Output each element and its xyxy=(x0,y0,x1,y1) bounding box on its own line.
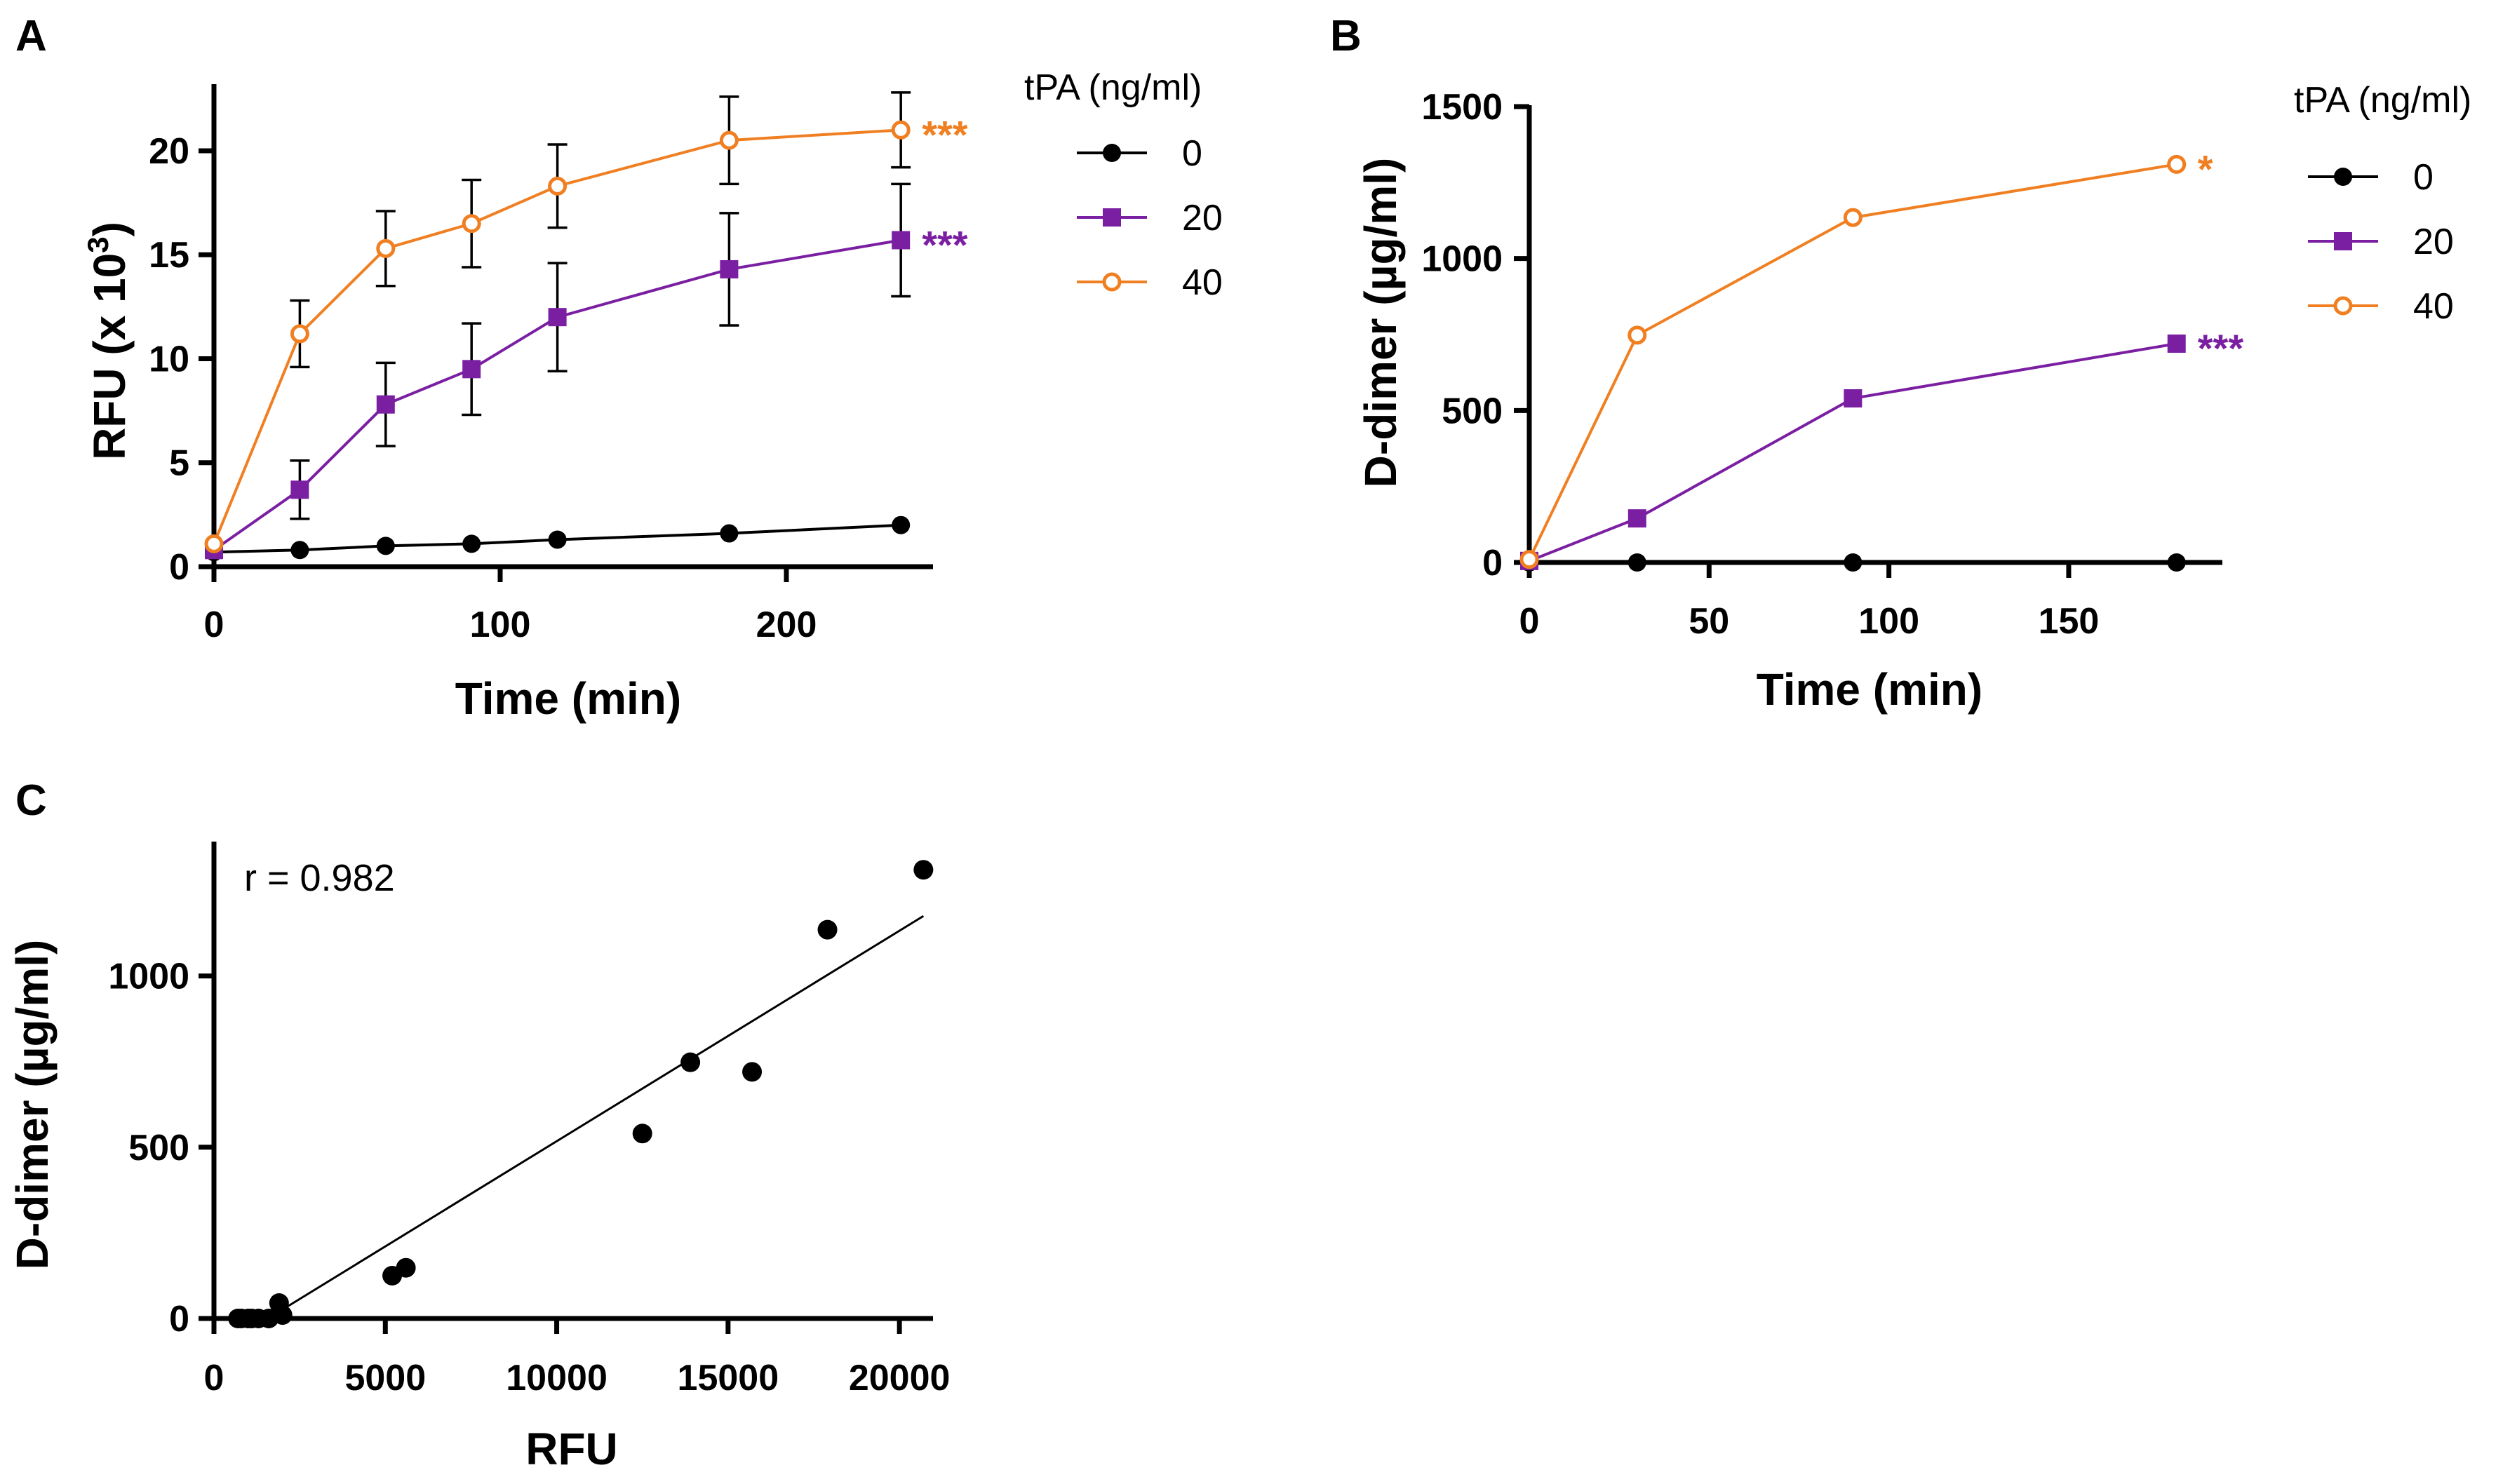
panel-a-series-0-point xyxy=(462,534,481,553)
panel-a-legend-marker xyxy=(1103,144,1121,162)
panel-b-legend-marker xyxy=(2333,296,2353,316)
panel-a-label: A xyxy=(15,12,47,60)
panel-c-point xyxy=(817,919,838,940)
panel-c-x-tick-label: 15000 xyxy=(678,1358,779,1398)
panel-c-x-tick-label: 5000 xyxy=(344,1358,426,1398)
panel-b-y-axis-label: D-dimer (µg/ml) xyxy=(1355,158,1406,488)
panel-b-legend: 0 20 40 xyxy=(2308,157,2454,327)
panel-a-chart: A Time (min) RFU (x 103) tPA (ng/ml) 0 20… xyxy=(15,12,1223,724)
panel-b-series-20-point xyxy=(2167,335,2186,353)
panel-b-series-40-point xyxy=(2167,154,2187,174)
panel-a-series-0-point xyxy=(548,530,567,549)
panel-a-series-20-point xyxy=(720,259,739,278)
panel-c-label: C xyxy=(15,776,47,825)
panel-a-series-0-point xyxy=(892,515,911,534)
panel-b-series-20-point xyxy=(1844,389,1862,407)
panel-c-point xyxy=(742,1062,763,1082)
panel-a-series-20-point xyxy=(462,360,481,379)
panel-c-chart: C RFU D-dimer (µg/ml) r = 0.982 0 5000 100… xyxy=(7,776,950,1474)
panel-c-y-tick-label: 500 xyxy=(128,1128,189,1168)
panel-c-correlation-annotation: r = 0.982 xyxy=(244,857,395,899)
panel-a-y-axis-label: RFU (x 103) xyxy=(81,222,135,460)
panel-a-legend-title: tPA (ng/ml) xyxy=(1024,67,1202,108)
panel-b-y-tick-label: 0 xyxy=(1482,543,1503,584)
panel-b-series-20-point xyxy=(1627,509,1646,528)
panel-b-series-40-point xyxy=(1843,208,1862,227)
panel-a-series-20-point xyxy=(290,480,309,499)
panel-b-x-tick-label: 0 xyxy=(1519,601,1540,642)
panel-b-x-tick-label: 100 xyxy=(1858,601,1919,642)
panel-b-series-0-point xyxy=(1844,553,1862,572)
panel-a-series-40-point xyxy=(548,176,568,196)
panel-b-x-tick-label: 50 xyxy=(1689,601,1729,642)
panel-b-series-40-significance: * xyxy=(2198,147,2213,191)
panel-b-x-tick-label: 150 xyxy=(2039,601,2100,642)
panel-a-y-tick-label: 0 xyxy=(169,547,189,588)
panel-a-series-40-point xyxy=(462,214,481,234)
panel-c-y-axis-label: D-dimer (µg/ml) xyxy=(7,940,58,1270)
panel-a-y-tick-label: 20 xyxy=(149,131,189,172)
panel-a-legend-label: 20 xyxy=(1182,198,1223,238)
panel-b-series-20-line xyxy=(1529,342,2177,562)
panel-b-series-40-point xyxy=(1519,550,1539,569)
panel-a-series-40-point xyxy=(204,534,224,553)
panel-a-series-40-point xyxy=(376,238,396,258)
panel-b-legend-label: 20 xyxy=(2413,222,2454,262)
panel-a-series-0-point xyxy=(720,524,739,543)
panel-b-y-tick-label: 1000 xyxy=(1421,239,1503,280)
panel-a-series-0-point xyxy=(290,541,309,560)
panel-b-series-40-point xyxy=(1627,325,1647,345)
panel-c-y-tick-label: 1000 xyxy=(108,957,189,997)
panel-b-series-0-point xyxy=(2167,553,2186,572)
panel-a-series-40-point xyxy=(891,120,911,140)
panel-b-legend-marker xyxy=(2334,232,2352,250)
panel-a-y-tick-label: 5 xyxy=(169,443,189,484)
panel-c-x-tick-label: 10000 xyxy=(506,1358,608,1398)
panel-c-x-tick-label: 20000 xyxy=(849,1358,951,1398)
panel-c-point xyxy=(913,860,934,880)
panel-a-y-tick-label: 15 xyxy=(149,235,189,276)
panel-a-x-tick-label: 200 xyxy=(756,605,817,645)
panel-c-y-tick-label: 0 xyxy=(169,1299,189,1340)
panel-b-series-20-significance: *** xyxy=(2198,326,2244,370)
panel-a-legend-marker xyxy=(1103,208,1121,227)
panel-b-label: B xyxy=(1330,12,1362,60)
panel-a-series-0-point xyxy=(376,537,395,555)
panel-b-series-0-point xyxy=(1627,553,1646,572)
panel-a-x-axis-label: Time (min) xyxy=(455,673,681,724)
panel-a-series-20-point xyxy=(548,308,567,327)
panel-b-y-tick-label: 1500 xyxy=(1421,87,1503,128)
panel-a-series-40-point xyxy=(719,130,739,150)
panel-c-point xyxy=(396,1257,416,1278)
panel-b-legend-marker xyxy=(2334,168,2352,186)
panel-a-legend-label: 0 xyxy=(1182,133,1202,174)
panel-c-point xyxy=(632,1124,652,1144)
panel-a-legend-marker xyxy=(1102,272,1122,292)
panel-b-legend-title: tPA (ng/ml) xyxy=(2294,80,2471,121)
panel-b-legend-label: 40 xyxy=(2413,286,2454,327)
panel-c-point xyxy=(680,1052,701,1072)
panel-c-point xyxy=(269,1293,289,1314)
panel-c-x-tick-label: 0 xyxy=(204,1358,224,1398)
panel-b-legend-label: 0 xyxy=(2413,157,2434,198)
panel-b-x-axis-label: Time (min) xyxy=(1757,664,1982,715)
panel-a-series-40-significance: *** xyxy=(922,112,968,156)
panel-c-regression-line xyxy=(278,915,925,1313)
panel-b-series-40-line xyxy=(1528,163,2177,560)
panel-a-legend: 0 20 40 xyxy=(1077,133,1223,303)
panel-a-legend-label: 40 xyxy=(1182,262,1223,303)
panel-b-chart: B Time (min) D-dimer (µg/ml) tPA (ng/ml)… xyxy=(1330,12,2471,715)
panel-a-x-tick-label: 0 xyxy=(204,605,224,645)
panel-a-series-20-point xyxy=(376,395,395,414)
panel-a-series-20-significance: *** xyxy=(922,222,968,267)
panel-b-y-tick-label: 500 xyxy=(1442,391,1503,431)
panel-a-y-tick-label: 10 xyxy=(149,339,189,379)
panel-c-x-axis-label: RFU xyxy=(525,1424,618,1474)
panel-a-series-20-point xyxy=(892,231,911,250)
panel-a-x-tick-label: 100 xyxy=(470,605,531,645)
panel-a-series-40-point xyxy=(290,324,309,344)
